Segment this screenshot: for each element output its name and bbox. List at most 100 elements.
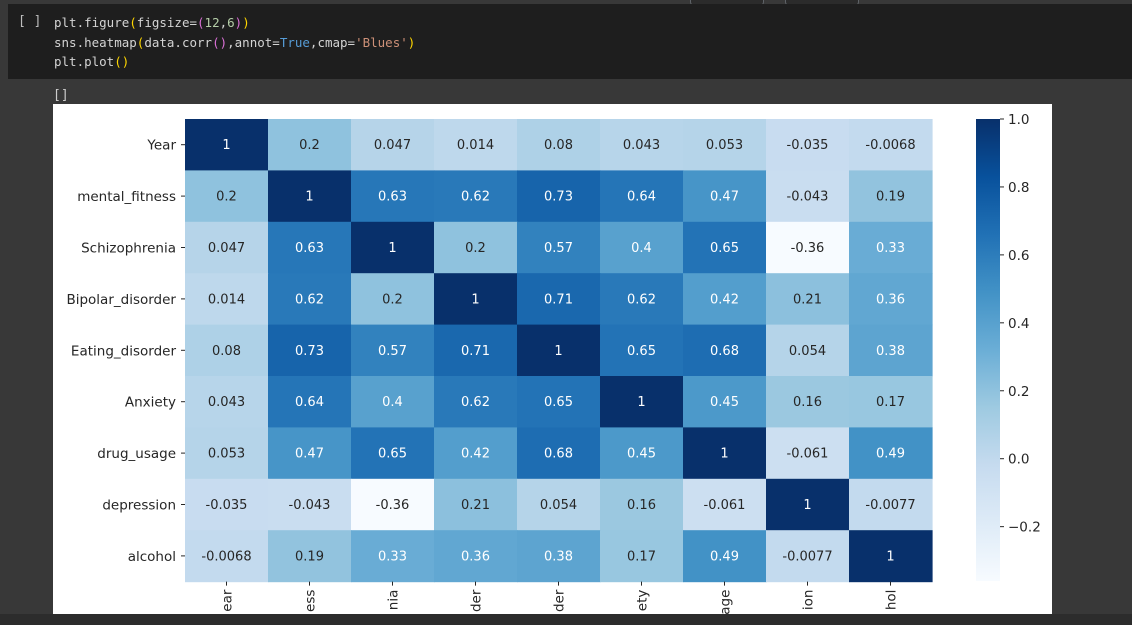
cell-annotation: 0.2 [382, 292, 403, 307]
cell-annotation: 0.73 [544, 190, 573, 205]
code-cell[interactable]: [ ] plt.figure(figsize=(12,6)) sns.heatm… [8, 4, 1132, 79]
heatmap-cell [351, 324, 435, 377]
cell-annotation: 0.047 [374, 138, 411, 153]
cell-annotation: 0.57 [544, 241, 573, 256]
heatmap-cell [600, 170, 684, 223]
y-tick-label: depression [102, 498, 176, 514]
colorbar-tick-label: 0.4 [1008, 316, 1029, 332]
cell-annotation: -0.36 [376, 498, 410, 513]
cell-annotation: 0.63 [378, 190, 407, 205]
heatmap-cell [849, 478, 933, 531]
heatmap-cell [268, 427, 352, 480]
heatmap-cell [849, 273, 933, 326]
bottom-scrollbar[interactable] [0, 614, 1132, 625]
cell-annotation: 0.054 [540, 498, 577, 513]
heatmap-cell [517, 376, 601, 428]
y-tick-label: alcohol [128, 549, 176, 565]
cell-annotation: 0.65 [627, 344, 656, 359]
cell-annotation: 0.47 [710, 190, 739, 205]
heatmap-cell [185, 530, 269, 583]
heatmap-cell [766, 530, 850, 583]
cell-annotation: 0.043 [623, 138, 660, 153]
cell-annotation: 0.45 [627, 447, 656, 462]
heatmap-cell [351, 478, 435, 531]
cell-annotation: 1 [886, 549, 894, 564]
x-tick-label: der [469, 589, 485, 612]
cell-annotation: 1 [637, 395, 645, 410]
heatmap-cell [351, 221, 435, 274]
cell-annotation: -0.0068 [201, 549, 251, 564]
heatmap-cell [766, 273, 850, 326]
cell-annotation: 0.38 [876, 344, 905, 359]
cell-annotation: -0.043 [289, 498, 331, 513]
heatmap-cell [268, 221, 352, 274]
cell-annotation: 0.014 [208, 292, 245, 307]
cell-annotation: -0.0068 [865, 138, 915, 153]
heatmap-cell [434, 273, 518, 326]
cell-annotation: 1 [554, 344, 562, 359]
heatmap-cell [351, 530, 435, 583]
cell-annotation: 0.62 [627, 292, 656, 307]
heatmap-cell [185, 324, 269, 377]
heatmap-cell [517, 427, 601, 480]
heatmap-cell [683, 530, 767, 583]
cell-annotation: 1 [305, 190, 313, 205]
heatmap-cell [600, 273, 684, 326]
y-tick-label: drug_usage [97, 446, 176, 462]
heatmap-cell [434, 427, 518, 480]
heatmap-cell [683, 324, 767, 377]
heatmap-cell [766, 376, 850, 428]
y-tick-label: Bipolar_disorder [66, 292, 176, 308]
x-tick-label: nia [386, 590, 402, 611]
cell-annotation: 0.053 [208, 447, 245, 462]
output-text: [] [53, 88, 69, 103]
code-line-3: plt.plot() [54, 54, 130, 69]
cell-annotation: 0.17 [876, 395, 905, 410]
code-editor[interactable]: plt.figure(figsize=(12,6)) sns.heatmap(d… [54, 13, 415, 72]
heatmap-cell [849, 221, 933, 274]
cell-annotation: 0.21 [793, 292, 822, 307]
heatmap-figure: 1 0.2 0.047 0.014 0.08 0.043 0.053 -0.035 -0.006… [53, 104, 1052, 625]
heatmap-cell [849, 427, 933, 480]
cell-annotation: 1 [388, 241, 396, 256]
cell-annotation: -0.035 [206, 498, 248, 513]
cell-annotation: 0.19 [876, 190, 905, 205]
heatmap-cell [517, 221, 601, 274]
cell-annotation: 0.2 [299, 138, 320, 153]
cell-annotation: 1 [471, 292, 479, 307]
heatmap-cell [766, 221, 850, 274]
cell-annotation: 0.08 [544, 138, 573, 153]
heatmap-cell [351, 427, 435, 480]
cell-annotation: 0.62 [295, 292, 324, 307]
heatmap-cell [766, 119, 850, 171]
heatmap-cell [600, 119, 684, 171]
cell-annotation: 0.71 [461, 344, 490, 359]
cell-annotation: -0.061 [787, 447, 829, 462]
heatmap-cell [517, 170, 601, 223]
heatmap-cell [434, 119, 518, 171]
cell-annotation: 0.49 [710, 549, 739, 564]
heatmap-cell [849, 324, 933, 377]
cell-annotation: -0.0077 [782, 549, 832, 564]
heatmap-cell [434, 376, 518, 428]
cell-annotation: 0.16 [793, 395, 822, 410]
heatmap-cell [185, 427, 269, 480]
run-cell-button[interactable]: [ ] [18, 14, 42, 29]
cell-annotation: -0.0077 [865, 498, 915, 513]
heatmap-cell [434, 170, 518, 223]
heatmap-cell [351, 119, 435, 171]
x-tick-label: ion [801, 590, 817, 611]
cell-annotation: 0.33 [378, 549, 407, 564]
cell-annotation: 0.68 [544, 447, 573, 462]
cell-annotation: 0.36 [461, 549, 490, 564]
heatmap-cell [600, 221, 684, 274]
heatmap-cell [434, 478, 518, 531]
cell-annotation: 0.2 [216, 190, 237, 205]
x-tick-label: der [552, 589, 568, 612]
colorbar-tick-label: 0.2 [1008, 384, 1029, 400]
x-tick-label: ess [303, 590, 319, 612]
cell-annotation: 0.21 [461, 498, 490, 513]
cell-annotation: 0.19 [295, 549, 324, 564]
cell-annotation: -0.061 [704, 498, 746, 513]
x-tick-label: ear [220, 589, 236, 612]
